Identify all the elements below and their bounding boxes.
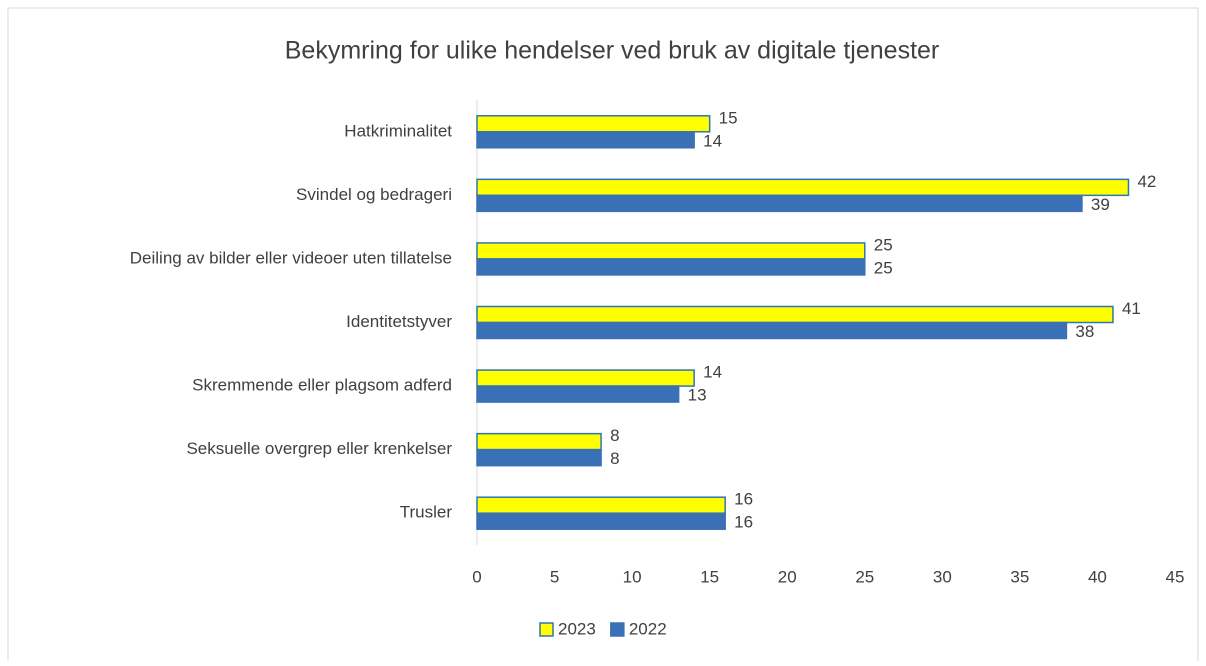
- y-tick-label: Hatkriminalitet: [344, 121, 452, 140]
- y-tick-label: Deiling av bilder eller videoer uten til…: [130, 248, 452, 267]
- bar: [476, 194, 1083, 213]
- bar: [476, 512, 726, 530]
- value-label: 25: [874, 258, 893, 277]
- bar: [476, 448, 602, 467]
- chart-title: Bekymring for ulike hendelser ved bruk a…: [285, 37, 940, 65]
- value-label: 42: [1137, 172, 1156, 191]
- x-tick-label: 20: [778, 567, 797, 586]
- bar: [476, 131, 695, 149]
- bar: [476, 258, 866, 276]
- y-tick-label: Svindel og bedrageri: [296, 185, 452, 204]
- value-label: 14: [703, 363, 722, 382]
- x-tick-label: 30: [933, 567, 952, 586]
- legend-label: 2022: [629, 619, 667, 638]
- y-tick-label: Identitetstyver: [346, 312, 452, 331]
- bar: [476, 496, 726, 514]
- legend-swatch: [539, 622, 554, 637]
- y-tick-label: Seksuelle overgrep eller krenkelser: [186, 439, 452, 458]
- value-label: 14: [703, 131, 722, 150]
- bar: [476, 385, 680, 403]
- value-label: 8: [610, 449, 619, 468]
- bar: [476, 178, 1130, 197]
- bar: [476, 432, 602, 451]
- value-label: 38: [1075, 322, 1094, 341]
- bar: [476, 242, 866, 260]
- value-label: 16: [734, 513, 753, 532]
- bar: [476, 115, 711, 133]
- bar: [476, 305, 1114, 324]
- value-label: 16: [734, 490, 753, 509]
- value-label: 13: [688, 386, 707, 405]
- x-tick-label: 25: [855, 567, 874, 586]
- value-label: 39: [1091, 195, 1110, 214]
- x-tick-label: 0: [472, 567, 481, 586]
- bar: [476, 369, 695, 387]
- x-tick-label: 10: [623, 567, 642, 586]
- value-label: 8: [610, 426, 619, 445]
- x-tick-label: 35: [1010, 567, 1029, 586]
- x-tick-label: 45: [1166, 567, 1185, 586]
- y-tick-label: Skremmende eller plagsom adferd: [192, 376, 452, 395]
- x-tick-label: 40: [1088, 567, 1107, 586]
- x-tick-label: 5: [550, 567, 559, 586]
- value-label: 41: [1122, 299, 1141, 318]
- legend-label: 2023: [558, 619, 596, 638]
- y-tick-label: Trusler: [400, 503, 453, 522]
- x-tick-label: 15: [700, 567, 719, 586]
- legend-swatch: [610, 622, 625, 637]
- bar: [476, 321, 1068, 340]
- value-label: 25: [874, 235, 893, 254]
- value-label: 15: [719, 108, 738, 127]
